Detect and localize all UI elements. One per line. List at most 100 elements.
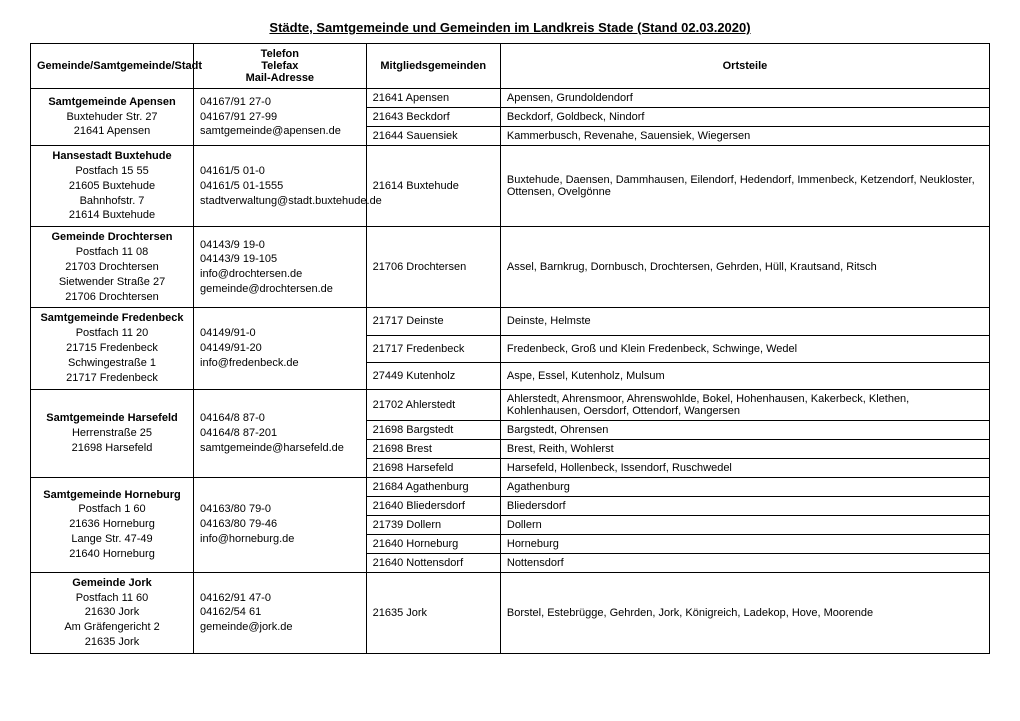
gemeinde-name: Samtgemeinde Harsefeld — [37, 411, 187, 426]
gemeinde-cell: Hansestadt BuxtehudePostfach 15 5521605 … — [31, 146, 194, 227]
table-row: Samtgemeinde FredenbeckPostfach 11 20217… — [31, 308, 990, 335]
ortsteile-cell: Agathenburg — [500, 477, 989, 496]
ortsteile-cell: Deinste, Helmste — [500, 308, 989, 335]
contact-line: stadtverwaltung@stadt.buxtehude.de — [200, 194, 360, 209]
gemeinde-cell: Samtgemeinde HorneburgPostfach 1 6021636… — [31, 477, 194, 572]
contact-line: 04162/91 47-0 — [200, 591, 360, 606]
mitgliedsgemeinde-cell: 21641 Apensen — [366, 89, 500, 108]
gemeinde-cell: Samtgemeinde FredenbeckPostfach 11 20217… — [31, 308, 194, 389]
gemeinde-name: Samtgemeinde Horneburg — [37, 488, 187, 503]
address-line: Lange Str. 47-49 — [37, 532, 187, 547]
address-line: Schwingestraße 1 — [37, 356, 187, 371]
ortsteile-cell: Apensen, Grundoldendorf — [500, 89, 989, 108]
mitgliedsgemeinde-cell: 21635 Jork — [366, 572, 500, 653]
ortsteile-cell: Bliedersdorf — [500, 496, 989, 515]
ortsteile-cell: Harsefeld, Hollenbeck, Issendorf, Ruschw… — [500, 458, 989, 477]
address-line: 21635 Jork — [37, 635, 187, 650]
contact-cell: 04149/91-004149/91-20info@fredenbeck.de — [194, 308, 367, 389]
municipality-table: Gemeinde/Samtgemeinde/Stadt Telefon Tele… — [30, 43, 990, 654]
table-body: Samtgemeinde ApensenBuxtehuder Str. 2721… — [31, 89, 990, 654]
address-line: 21698 Harsefeld — [37, 441, 187, 456]
header-gemeinde: Gemeinde/Samtgemeinde/Stadt — [31, 44, 194, 89]
table-row: Hansestadt BuxtehudePostfach 15 5521605 … — [31, 146, 990, 227]
address-line: Postfach 11 20 — [37, 326, 187, 341]
mitgliedsgemeinde-cell: 21717 Deinste — [366, 308, 500, 335]
gemeinde-cell: Samtgemeinde HarsefeldHerrenstraße 25216… — [31, 389, 194, 477]
address-line: 21630 Jork — [37, 605, 187, 620]
gemeinde-name: Hansestadt Buxtehude — [37, 149, 187, 164]
contact-cell: 04161/5 01-004161/5 01-1555stadtverwaltu… — [194, 146, 367, 227]
contact-line: 04149/91-0 — [200, 326, 360, 341]
mitgliedsgemeinde-cell: 21640 Bliedersdorf — [366, 496, 500, 515]
contact-cell: 04163/80 79-004163/80 79-46info@hornebur… — [194, 477, 367, 572]
ortsteile-cell: Dollern — [500, 515, 989, 534]
mitgliedsgemeinde-cell: 21702 Ahlerstedt — [366, 389, 500, 420]
contact-line: 04161/5 01-0 — [200, 164, 360, 179]
address-line: Am Gräfengericht 2 — [37, 620, 187, 635]
gemeinde-cell: Samtgemeinde ApensenBuxtehuder Str. 2721… — [31, 89, 194, 146]
contact-line: gemeinde@jork.de — [200, 620, 360, 635]
gemeinde-name: Gemeinde Jork — [37, 576, 187, 591]
address-line: Bahnhofstr. 7 — [37, 194, 187, 209]
table-row: Samtgemeinde HorneburgPostfach 1 6021636… — [31, 477, 990, 496]
header-telefon: Telefon — [200, 48, 360, 60]
address-line: 21636 Horneburg — [37, 517, 187, 532]
table-row: Gemeinde DrochtersenPostfach 11 0821703 … — [31, 227, 990, 308]
contact-line: 04143/9 19-0 — [200, 238, 360, 253]
table-row: Samtgemeinde HarsefeldHerrenstraße 25216… — [31, 389, 990, 420]
mitgliedsgemeinde-cell: 21698 Harsefeld — [366, 458, 500, 477]
ortsteile-cell: Horneburg — [500, 534, 989, 553]
mitgliedsgemeinde-cell: 21684 Agathenburg — [366, 477, 500, 496]
mitgliedsgemeinde-cell: 21614 Buxtehude — [366, 146, 500, 227]
table-row: Gemeinde JorkPostfach 11 6021630 JorkAm … — [31, 572, 990, 653]
contact-line: info@fredenbeck.de — [200, 356, 360, 371]
mitgliedsgemeinde-cell: 21706 Drochtersen — [366, 227, 500, 308]
page-title: Städte, Samtgemeinde und Gemeinden im La… — [30, 20, 990, 35]
contact-line: 04167/91 27-99 — [200, 110, 360, 125]
address-line: Sietwender Straße 27 — [37, 275, 187, 290]
header-telefax: Telefax — [200, 60, 360, 72]
contact-line: 04163/80 79-46 — [200, 517, 360, 532]
ortsteile-cell: Kammerbusch, Revenahe, Sauensiek, Wieger… — [500, 127, 989, 146]
gemeinde-name: Samtgemeinde Fredenbeck — [37, 311, 187, 326]
mitgliedsgemeinde-cell: 21698 Brest — [366, 439, 500, 458]
table-row: Samtgemeinde ApensenBuxtehuder Str. 2721… — [31, 89, 990, 108]
gemeinde-cell: Gemeinde JorkPostfach 11 6021630 JorkAm … — [31, 572, 194, 653]
contact-cell: 04162/91 47-004162/54 61gemeinde@jork.de — [194, 572, 367, 653]
mitgliedsgemeinde-cell: 21698 Bargstedt — [366, 420, 500, 439]
address-line: Postfach 11 60 — [37, 591, 187, 606]
mitgliedsgemeinde-cell: 21644 Sauensiek — [366, 127, 500, 146]
mitgliedsgemeinde-cell: 27449 Kutenholz — [366, 362, 500, 389]
ortsteile-cell: Nottensdorf — [500, 553, 989, 572]
contact-line: 04149/91-20 — [200, 341, 360, 356]
ortsteile-cell: Fredenbeck, Groß und Klein Fredenbeck, S… — [500, 335, 989, 362]
ortsteile-cell: Buxtehude, Daensen, Dammhausen, Eilendor… — [500, 146, 989, 227]
mitgliedsgemeinde-cell: 21717 Fredenbeck — [366, 335, 500, 362]
address-line: 21715 Fredenbeck — [37, 341, 187, 356]
mitgliedsgemeinde-cell: 21640 Horneburg — [366, 534, 500, 553]
address-line: 21614 Buxtehude — [37, 208, 187, 223]
contact-line: gemeinde@drochtersen.de — [200, 282, 360, 297]
header-mitgliedsgemeinden: Mitgliedsgemeinden — [366, 44, 500, 89]
contact-line: 04164/8 87-201 — [200, 426, 360, 441]
contact-line: 04161/5 01-1555 — [200, 179, 360, 194]
address-line: Postfach 15 55 — [37, 164, 187, 179]
header-mail: Mail-Adresse — [200, 72, 360, 84]
header-ortsteile: Ortsteile — [500, 44, 989, 89]
address-line: Herrenstraße 25 — [37, 426, 187, 441]
address-line: Buxtehuder Str. 27 — [37, 110, 187, 125]
ortsteile-cell: Brest, Reith, Wohlerst — [500, 439, 989, 458]
address-line: 21605 Buxtehude — [37, 179, 187, 194]
address-line: Postfach 1 60 — [37, 502, 187, 517]
mitgliedsgemeinde-cell: 21643 Beckdorf — [366, 108, 500, 127]
table-header-row: Gemeinde/Samtgemeinde/Stadt Telefon Tele… — [31, 44, 990, 89]
address-line: Postfach 11 08 — [37, 245, 187, 260]
contact-cell: 04164/8 87-004164/8 87-201samtgemeinde@h… — [194, 389, 367, 477]
contact-line: 04162/54 61 — [200, 605, 360, 620]
contact-line: 04143/9 19-105 — [200, 252, 360, 267]
contact-line: info@drochtersen.de — [200, 267, 360, 282]
address-line: 21640 Horneburg — [37, 547, 187, 562]
address-line: 21706 Drochtersen — [37, 290, 187, 305]
contact-cell: 04143/9 19-004143/9 19-105info@drochters… — [194, 227, 367, 308]
ortsteile-cell: Assel, Barnkrug, Dornbusch, Drochtersen,… — [500, 227, 989, 308]
